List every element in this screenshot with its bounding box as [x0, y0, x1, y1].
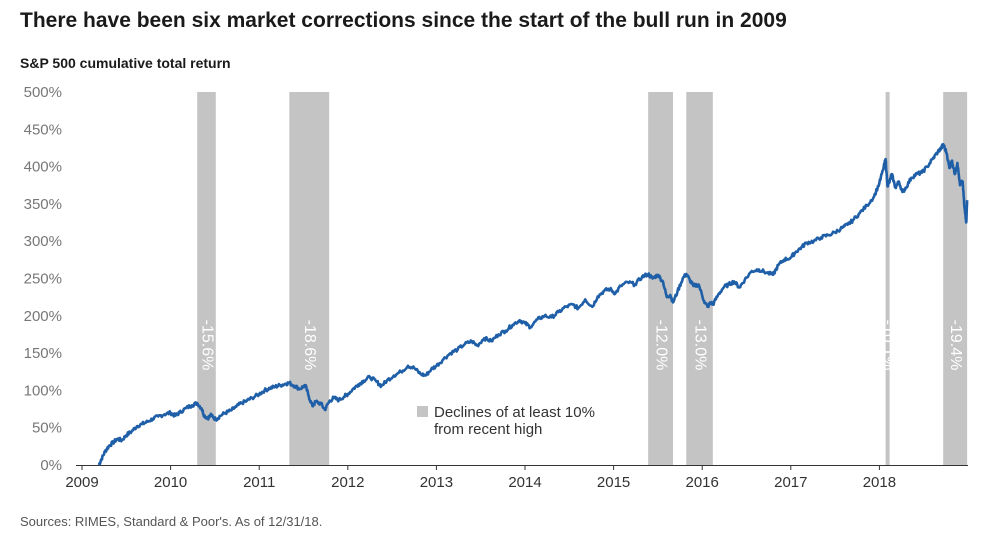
x-tick-label: 2018 [863, 474, 896, 491]
x-tick-label: 2017 [774, 474, 807, 491]
correction-label: -10.1% [879, 320, 896, 371]
y-tick-label: 300% [24, 233, 62, 250]
x-tick-label: 2009 [65, 474, 98, 491]
x-tick-label: 2016 [686, 474, 719, 491]
legend: Declines of at least 10% from recent high [417, 404, 595, 438]
y-tick-label: 100% [24, 382, 62, 399]
x-tick-label: 2010 [154, 474, 187, 491]
y-tick-label: 150% [24, 345, 62, 362]
y-tick-label: 350% [24, 196, 62, 213]
correction-label: -12.0% [652, 320, 669, 371]
correction-label: -18.6% [301, 320, 318, 371]
chart-title: There have been six market corrections s… [20, 9, 787, 32]
x-tick-label: 2014 [508, 474, 541, 491]
x-tick-label: 2012 [331, 474, 364, 491]
y-tick-label: 0% [40, 457, 62, 474]
x-axis-ticks: 2009 2010 2011 2012 2013 2014 2015 2016 2017 2018 [65, 465, 896, 491]
x-tick-label: 2011 [243, 474, 275, 491]
legend-label: Declines of at least 10% from recent high [434, 404, 595, 438]
y-tick-label: 400% [24, 159, 62, 176]
y-axis-ticks: 0% 50% 100% 150% 200% 250% 300% 350% 400% 450% 500… [24, 84, 62, 474]
y-tick-label: 450% [24, 121, 62, 138]
correction-label: -15.6% [198, 320, 215, 371]
correction-band [943, 92, 968, 465]
x-tick-label: 2015 [597, 474, 630, 491]
source-note: Sources: RIMES, Standard & Poor's. As of… [20, 514, 323, 529]
legend-swatch [417, 406, 428, 417]
correction-label: -19.4% [947, 320, 964, 371]
y-tick-label: 50% [32, 420, 62, 437]
y-tick-label: 200% [24, 308, 62, 325]
correction-label: -13.0% [691, 320, 708, 371]
y-axis-label: S&P 500 cumulative total return [20, 55, 231, 71]
y-tick-label: 500% [24, 84, 62, 101]
correction-band [885, 92, 890, 465]
series-line [97, 142, 969, 466]
x-tick-label: 2013 [420, 474, 453, 491]
correction-band [197, 92, 216, 465]
y-tick-label: 250% [24, 271, 62, 288]
